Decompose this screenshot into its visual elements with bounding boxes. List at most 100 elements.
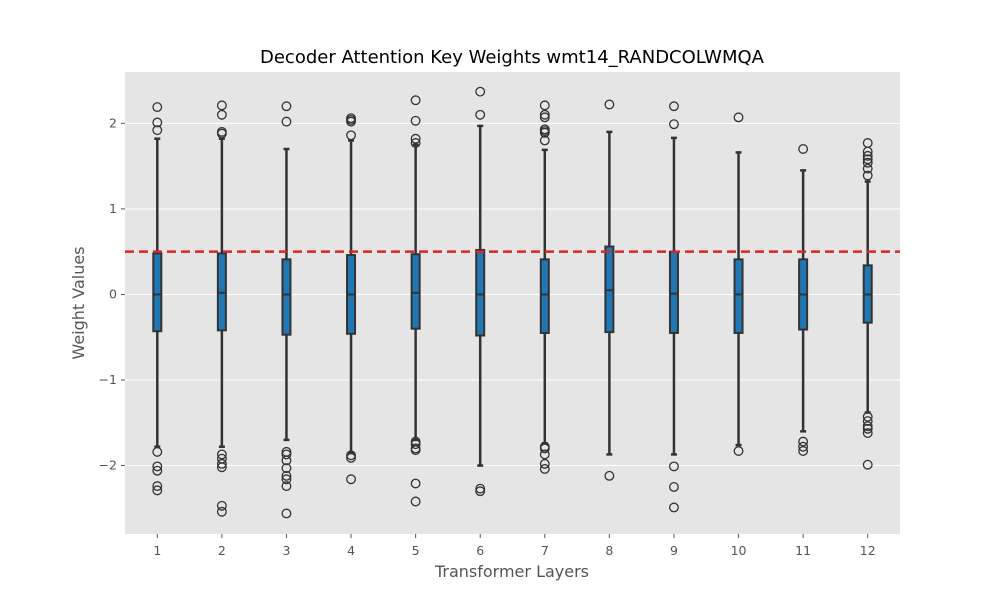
outlier-point xyxy=(281,449,292,460)
boxes-layer xyxy=(152,86,873,519)
outlier-point xyxy=(281,463,292,474)
outlier-point xyxy=(798,144,809,154)
outlier-point xyxy=(410,115,421,126)
y-tick-label: −1 xyxy=(99,372,117,387)
outlier-point xyxy=(862,146,873,157)
outlier-point xyxy=(281,508,292,519)
y-tick-label: 0 xyxy=(109,286,117,301)
outlier-point xyxy=(281,116,292,127)
iqr-box xyxy=(410,253,421,330)
iqr-box xyxy=(475,248,486,337)
y-axis-label: Weight Values xyxy=(69,246,88,359)
outlier-point xyxy=(669,119,679,130)
outlier-point xyxy=(798,441,809,452)
iqr-box xyxy=(281,258,292,336)
iqr-box xyxy=(668,250,679,334)
outlier-point xyxy=(475,86,486,97)
outlier-point xyxy=(669,481,679,492)
x-axis-label: Transformer Layers xyxy=(434,562,589,581)
outlier-point xyxy=(539,443,550,454)
outlier-point xyxy=(152,125,163,136)
y-tick-label: 2 xyxy=(109,115,117,130)
outlier-point xyxy=(862,423,873,434)
outlier-point xyxy=(216,506,227,517)
outlier-point xyxy=(862,157,873,168)
outlier-point xyxy=(152,446,163,457)
outlier-point xyxy=(346,474,356,485)
outlier-point xyxy=(539,127,550,138)
outlier-point xyxy=(281,474,292,485)
x-tick-label: 3 xyxy=(282,543,290,558)
outlier-point xyxy=(410,496,421,507)
outlier-point xyxy=(152,481,163,492)
outlier-point xyxy=(539,449,550,460)
x-tick-label: 9 xyxy=(670,543,678,558)
iqr-box xyxy=(539,258,550,334)
outlier-point xyxy=(862,416,873,427)
outlier-point xyxy=(862,428,873,438)
outlier-point xyxy=(346,452,356,463)
y-tick-label: −2 xyxy=(99,458,117,473)
y-tick-label: 1 xyxy=(109,201,117,216)
outlier-point xyxy=(216,500,227,511)
box-layer-4 xyxy=(346,113,357,485)
outlier-point xyxy=(152,485,163,496)
outlier-point xyxy=(539,109,550,120)
chart-title: Decoder Attention Key Weights wmt14_RAND… xyxy=(260,47,765,68)
outlier-point xyxy=(410,445,421,456)
x-tick-label: 6 xyxy=(476,543,484,558)
outlier-point xyxy=(862,163,873,174)
box-layer-11 xyxy=(798,144,809,456)
box-layer-8 xyxy=(604,99,615,481)
outlier-point xyxy=(862,170,873,181)
outlier-point xyxy=(216,449,227,460)
outlier-point xyxy=(410,133,421,144)
outlier-point xyxy=(216,109,227,120)
box-layer-2 xyxy=(216,100,227,517)
outlier-point xyxy=(152,461,163,472)
x-tick-label: 1 xyxy=(153,543,161,558)
outlier-point xyxy=(410,478,421,489)
outlier-point xyxy=(281,481,292,492)
outlier-point xyxy=(410,138,421,148)
x-tick-label: 10 xyxy=(731,543,747,558)
outlier-point xyxy=(604,99,615,110)
box-layer-10 xyxy=(733,112,744,456)
outlier-point xyxy=(539,100,550,111)
outlier-point xyxy=(475,109,486,120)
outlier-point xyxy=(216,462,227,473)
outlier-point xyxy=(216,128,227,139)
outlier-point xyxy=(862,421,873,432)
outlier-point xyxy=(410,439,421,450)
box-layer-7 xyxy=(539,100,550,474)
outlier-point xyxy=(475,486,486,497)
outlier-point xyxy=(216,100,227,111)
x-tick-label: 8 xyxy=(605,543,613,558)
x-tick-label: 4 xyxy=(347,543,355,558)
grid-layer xyxy=(125,122,900,467)
outlier-point xyxy=(346,116,356,127)
x-tick-label: 5 xyxy=(412,543,420,558)
outlier-point xyxy=(216,458,227,469)
box-layer-12 xyxy=(862,138,873,470)
outlier-point xyxy=(669,461,679,472)
outlier-point xyxy=(281,470,292,481)
outlier-point xyxy=(410,95,421,106)
box-layer-1 xyxy=(152,102,163,496)
outlier-point xyxy=(862,154,873,165)
outlier-point xyxy=(281,101,292,112)
outlier-point xyxy=(475,483,486,494)
outlier-point xyxy=(604,470,615,481)
outlier-point xyxy=(539,458,550,469)
outlier-point xyxy=(733,446,744,456)
x-tick-label: 7 xyxy=(541,543,549,558)
outlier-point xyxy=(346,130,356,141)
outlier-point xyxy=(862,150,873,161)
box-layer-3 xyxy=(281,101,292,519)
iqr-box xyxy=(733,258,744,334)
x-tick-label: 2 xyxy=(218,543,226,558)
x-tick-label: 11 xyxy=(795,543,811,558)
outlier-point xyxy=(539,135,550,146)
